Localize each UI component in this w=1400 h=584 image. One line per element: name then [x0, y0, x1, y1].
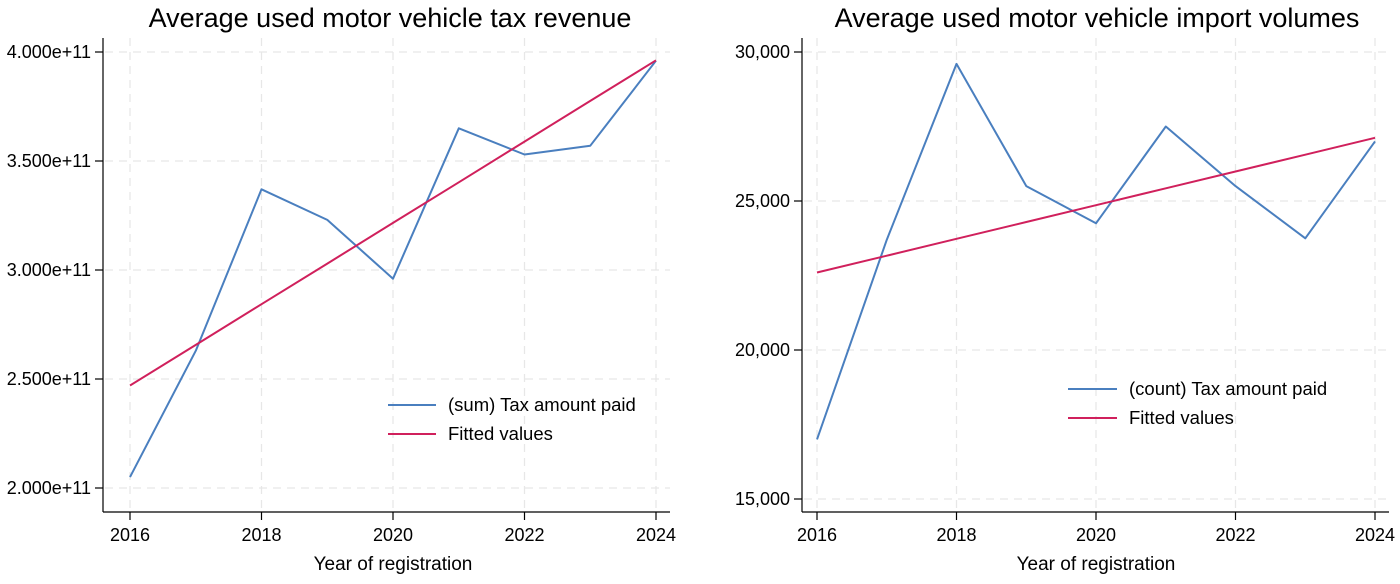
legend: (sum) Tax amount paid Fitted values	[388, 394, 636, 444]
x-tick-label: 2018	[241, 525, 281, 545]
x-tick-label: 2016	[797, 525, 837, 545]
x-tick-label: 2018	[936, 525, 976, 545]
legend: (count) Tax amount paid Fitted values	[1068, 378, 1327, 428]
legend-label: (sum) Tax amount paid	[448, 394, 636, 415]
chart-panel-1: 2.000e+11 2.500e+11 3.000e+11 3.500e+11 4.00…	[7, 3, 676, 575]
series-line-fitted	[816, 136, 1376, 274]
x-axis-label: Year of registration	[314, 554, 473, 575]
y-tick-label: 2.000e+11	[7, 478, 91, 498]
x-tick-label: 2020	[373, 525, 413, 545]
x-tick-label: 2020	[1076, 525, 1116, 545]
x-tick-label: 2016	[110, 525, 150, 545]
y-tick-label: 30,000	[735, 42, 790, 62]
x-tick-label: 2024	[1355, 525, 1395, 545]
x-axis-label: Year of registration	[1017, 554, 1176, 575]
y-tick-label: 2.500e+11	[7, 369, 91, 389]
y-tick-label: 25,000	[735, 191, 790, 211]
chart-panel-2: 15,000 20,000 25,000 30,000 2016 2018 2020 2022…	[735, 3, 1395, 575]
x-tick-label: 2022	[504, 525, 544, 545]
y-tick-label: 20,000	[735, 340, 790, 360]
series-line-data	[129, 60, 657, 478]
y-tick-label: 15,000	[735, 489, 790, 509]
legend-label: Fitted values	[448, 423, 553, 444]
x-tick-label: 2024	[636, 525, 676, 545]
legend-label: Fitted values	[1129, 407, 1234, 428]
legend-label: (count) Tax amount paid	[1129, 378, 1327, 399]
x-tick-label: 2022	[1215, 525, 1255, 545]
series-line-fitted	[129, 59, 657, 387]
y-tick-label: 4.000e+11	[7, 42, 91, 62]
chart-title: Average used motor vehicle tax revenue	[149, 3, 632, 33]
y-tick-label: 3.000e+11	[7, 260, 91, 280]
series-line-data	[816, 62, 1376, 440]
chart-title: Average used motor vehicle import volume…	[835, 3, 1360, 33]
y-tick-label: 3.500e+11	[7, 151, 91, 171]
